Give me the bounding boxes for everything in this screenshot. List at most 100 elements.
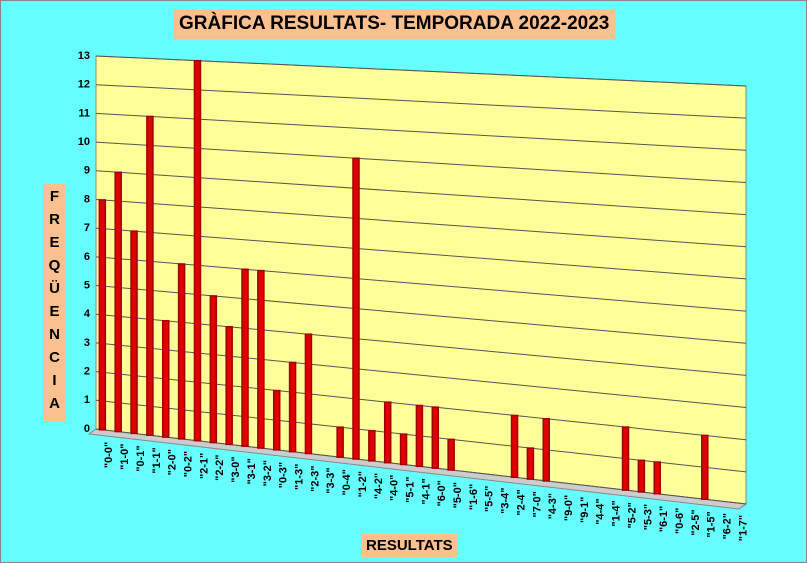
bar [526,447,535,480]
grid-line [95,112,747,151]
y-tick-label: 1 [84,394,90,406]
x-tick-label: "3-2" [262,460,274,486]
x-tick-label: "1-3" [293,464,305,490]
bar [146,115,154,436]
x-tick-label: "4-0" [389,475,401,501]
bar [447,438,455,471]
y-tick-label: 3 [84,337,90,349]
x-tick-label: "2-4" [515,489,527,515]
x-tick-label: "0-6" [674,508,686,534]
bar [431,406,440,469]
y-tick-label: 6 [84,251,90,263]
x-tick-label: "1-5" [706,511,718,537]
y-tick-label: 13 [78,50,90,62]
x-tick-label: "6-1" [658,506,670,532]
x-tick-label: "3-1" [246,458,258,484]
x-tick-label: "4-2" [373,473,385,499]
x-tick-label: "5-5" [484,486,496,512]
x-tick-label: "7-0" [531,491,543,517]
x-tick-label: "2-2" [214,455,226,481]
bar [653,461,661,495]
x-tick-label: "1-2" [357,471,369,497]
grid-line [95,141,747,183]
x-tick-label: "4-3" [547,493,559,519]
x-tick-label: "0-1" [135,445,147,471]
grid-line [95,198,747,248]
x-tick-label: "3-3" [325,467,337,493]
x-tick-label: "5-0" [452,482,464,508]
bar [98,199,107,431]
grid-line [95,342,747,409]
x-tick-label: "1-7" [737,515,749,541]
bar [272,389,281,451]
y-tick-label: 9 [84,165,90,177]
bar [162,320,170,438]
bar [637,459,646,493]
grid-line [95,285,747,344]
grid-line [95,227,747,280]
y-tick-label: 11 [78,107,90,119]
x-tick-label: "5-1" [404,476,416,502]
x-tick-label: "6-0" [436,480,448,506]
bar [241,268,249,447]
y-tick-label: 2 [84,366,90,378]
bar [368,429,376,462]
x-tick-label: "6-2" [722,513,734,539]
bar [415,404,424,468]
x-tick-label: "3-4" [500,487,512,513]
grid-line [95,170,747,216]
grid-line [95,313,747,376]
x-tick-label: "3-0" [230,456,242,482]
bar [399,433,408,466]
bar [621,426,630,491]
x-tick-label: "0-4" [341,469,353,495]
x-tick-label: "1-4" [611,500,623,526]
x-tick-label: "1-1" [151,447,163,473]
y-tick-label: 12 [78,79,90,91]
bar [209,295,218,444]
grid-line [95,84,747,119]
x-tick-label: "4-1" [420,478,432,504]
y-tick-label: 10 [78,136,90,148]
grid-line [95,55,747,87]
bar [352,157,360,460]
x-tick-label: "0-2" [183,451,195,477]
bar [193,59,202,442]
bar [225,326,233,446]
bar [701,434,709,500]
x-tick-label: "5-3" [642,504,654,530]
x-tick-label: "1-6" [468,484,480,510]
bar [510,414,519,479]
x-tick-label: "2-5" [690,509,702,535]
bar [130,230,138,435]
x-tick-label: "1-0" [119,444,131,470]
x-tick-label: "2-0" [167,449,179,475]
y-tick-label: 8 [84,193,90,205]
x-axis-title: RESULTATS [361,534,458,557]
y-axis-title: FREQÜENCIA [43,184,66,422]
x-tick-label: "9-1" [579,497,591,523]
grid-line [95,256,747,312]
x-tick-label: "9-0" [563,495,575,521]
bar [177,263,186,440]
bar [288,361,297,453]
x-tick-label: "4-4" [595,498,607,524]
x-tick-label: "0-0" [103,442,115,468]
bar [383,401,392,464]
y-tick-label: 0 [84,423,90,435]
bar [336,426,344,458]
x-tick-label: "0-3" [278,462,290,488]
y-tick-label: 4 [84,308,91,320]
x-tick-label: "5-2" [626,502,638,528]
bar [257,269,265,449]
chart-title: GRÀFICA RESULTATS- TEMPORADA 2022-2023 [173,9,616,39]
y-tick-label: 7 [84,222,90,234]
bar [304,333,313,455]
bar [542,418,550,482]
x-tick-label: "2-3" [309,466,321,492]
bar [114,171,122,433]
y-tick-label: 5 [84,279,90,291]
x-tick-label: "2-1" [198,453,210,479]
